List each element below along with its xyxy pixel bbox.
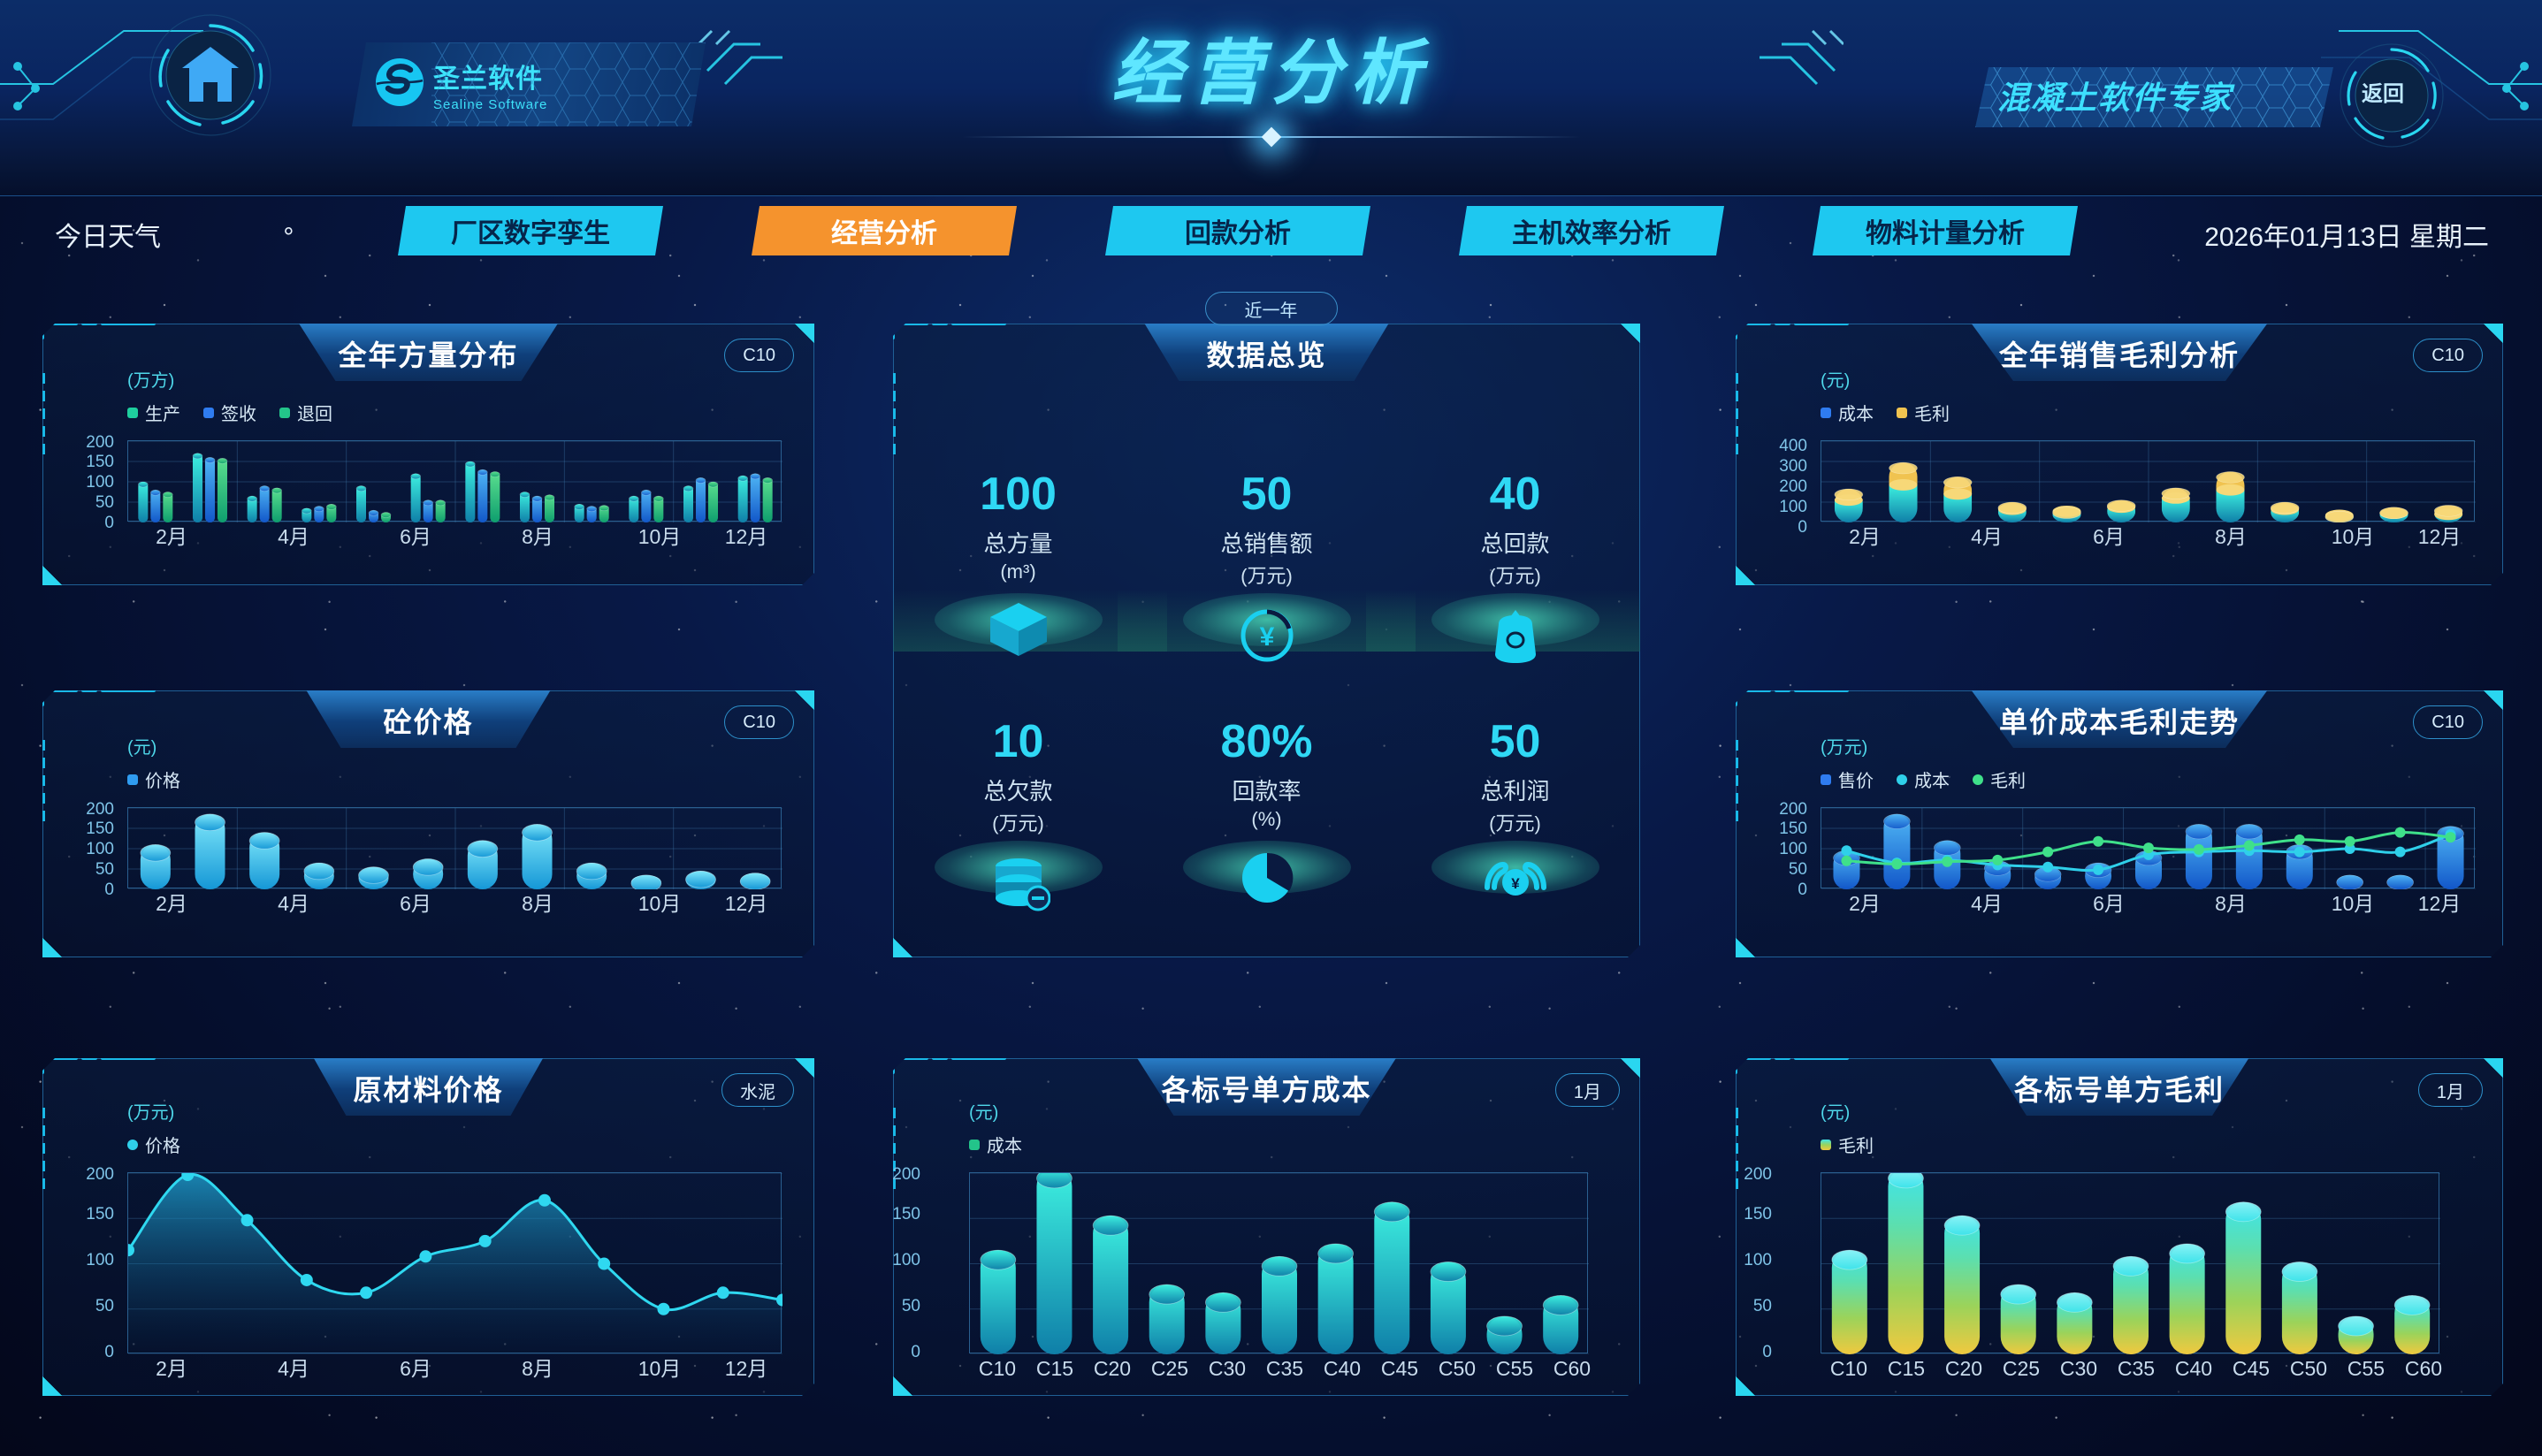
svg-text:¥: ¥ <box>1259 622 1274 652</box>
svg-text:¥: ¥ <box>1511 875 1520 892</box>
